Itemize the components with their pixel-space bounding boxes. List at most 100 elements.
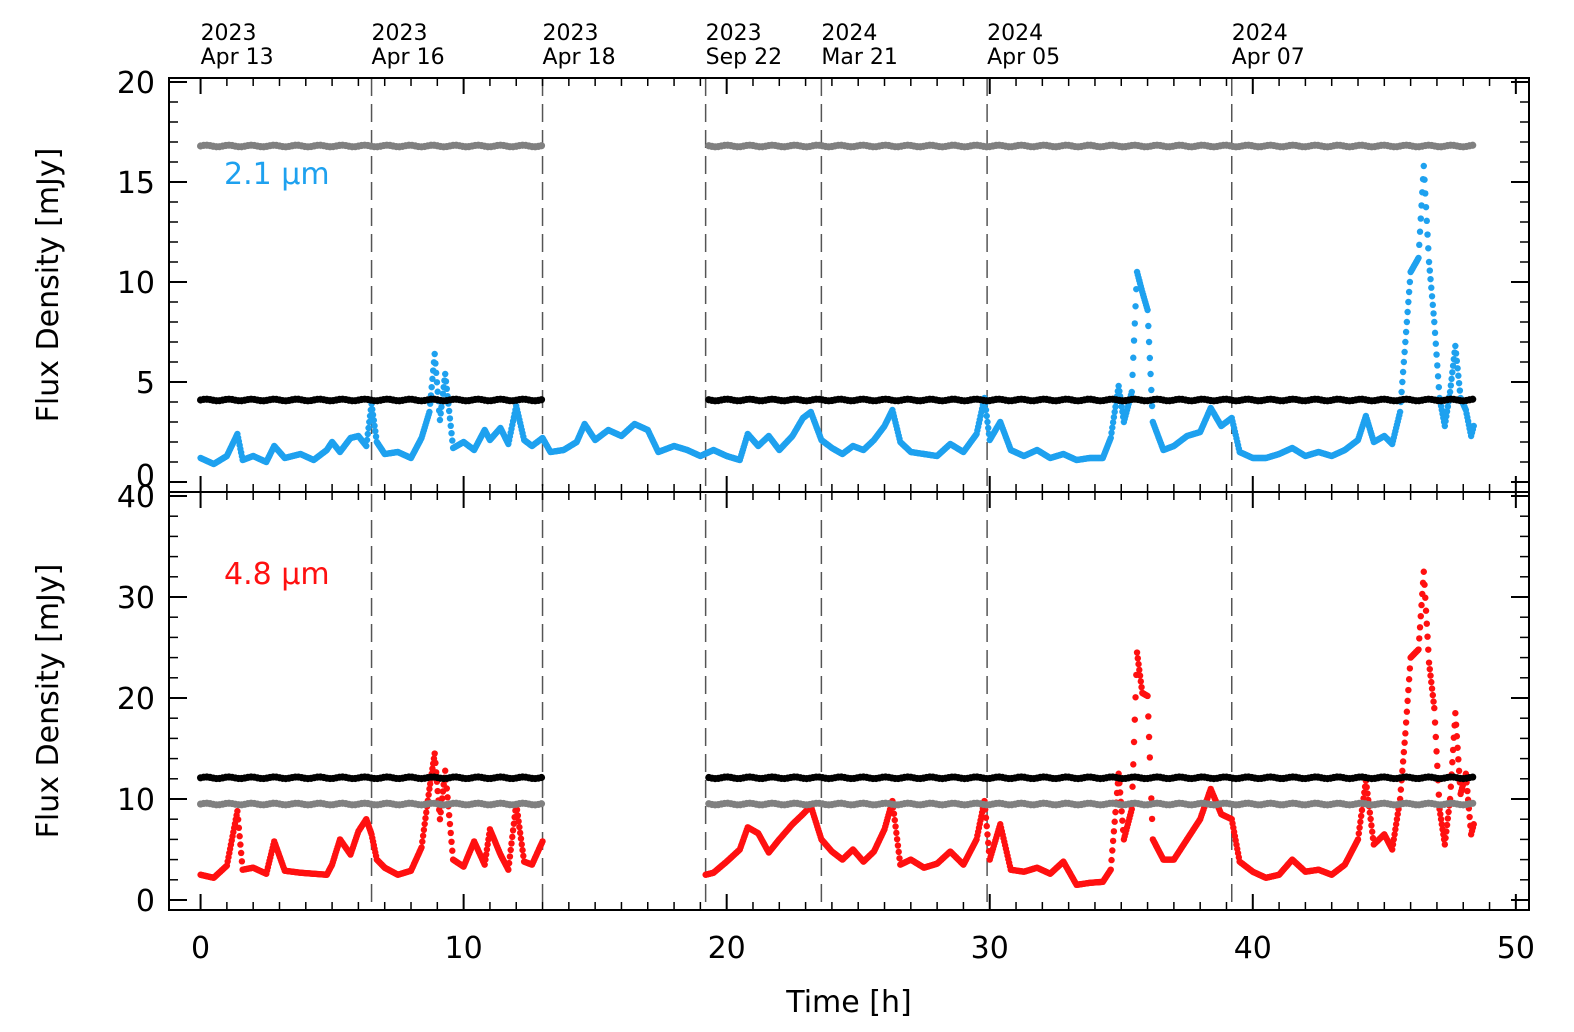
target-point — [1470, 821, 1477, 828]
target-point — [436, 816, 444, 823]
y-axis-title: Flux Density [mJy] — [31, 148, 66, 423]
target-point — [518, 841, 525, 848]
comparison-point — [1469, 395, 1477, 403]
target-point — [418, 844, 425, 851]
target-point — [237, 849, 245, 857]
epoch-separator-layer — [370, 78, 1233, 910]
target-point — [1404, 697, 1411, 705]
target-point — [1454, 365, 1461, 372]
target-point — [893, 835, 901, 843]
target-point — [1402, 730, 1409, 737]
target-point — [892, 823, 899, 830]
target-point — [1368, 822, 1375, 829]
target-point — [370, 417, 378, 424]
target-point — [1107, 866, 1114, 873]
target-point — [433, 379, 441, 386]
x-tick-label: 40 — [1234, 931, 1272, 966]
y-tick-label: 0 — [136, 884, 155, 919]
y-tick-label: 30 — [117, 581, 155, 616]
target-point — [1443, 821, 1451, 829]
target-point — [1148, 815, 1156, 823]
target-point — [1399, 767, 1406, 775]
target-point — [445, 811, 453, 819]
target-point — [1146, 754, 1154, 761]
target-point — [1424, 633, 1431, 640]
target-point — [1425, 258, 1433, 266]
target-point — [984, 418, 991, 426]
target-point — [419, 832, 427, 839]
comparison-point — [1469, 773, 1477, 781]
target-point — [1432, 733, 1440, 741]
target-point — [519, 846, 526, 854]
target-point — [1146, 354, 1154, 362]
target-point — [423, 809, 430, 816]
target-point — [1358, 806, 1366, 814]
target-point — [1449, 369, 1456, 376]
target-point — [1366, 809, 1374, 816]
target-point — [983, 822, 990, 830]
axes-frame-layer — [168, 77, 1530, 911]
target-point — [1136, 672, 1144, 679]
date-label-date: Apr 07 — [1232, 45, 1305, 70]
target-point — [1133, 649, 1141, 656]
target-point — [1109, 419, 1117, 426]
target-point — [1429, 691, 1436, 699]
target-point — [1429, 301, 1436, 309]
target-point — [1128, 388, 1135, 396]
target-point — [1363, 783, 1370, 791]
target-point — [1128, 805, 1135, 813]
target-point — [1118, 808, 1125, 815]
target-point — [1401, 348, 1408, 356]
target-point — [235, 824, 243, 832]
date-label-date: Apr 16 — [372, 45, 445, 70]
target-point — [1434, 362, 1441, 369]
target-point — [985, 839, 992, 847]
target-point — [1444, 403, 1452, 410]
target-point — [1445, 808, 1452, 816]
target-point — [445, 407, 453, 415]
target-point — [1431, 329, 1439, 337]
target-point — [1434, 373, 1442, 380]
target-point — [1423, 217, 1430, 225]
target-point — [1428, 284, 1435, 291]
target-point — [1455, 372, 1462, 379]
date-label-year: 2024 — [821, 21, 877, 46]
target-point — [1433, 748, 1440, 755]
date-label-date: Sep 22 — [706, 45, 782, 70]
target-point — [1402, 328, 1410, 336]
target-point — [369, 406, 376, 413]
target-point — [1129, 783, 1136, 790]
target-point — [421, 820, 428, 828]
target-point — [1389, 846, 1396, 853]
target-point — [238, 858, 246, 865]
target-point — [1428, 678, 1435, 686]
x-tick-label: 50 — [1497, 931, 1535, 966]
target-point — [1138, 683, 1145, 691]
target-point — [1420, 568, 1427, 575]
target-point — [1422, 203, 1430, 211]
target-point — [1147, 370, 1154, 378]
target-point — [1357, 812, 1365, 820]
target-point — [983, 412, 990, 420]
target-point — [1417, 215, 1424, 222]
target-point — [894, 842, 902, 849]
target-point — [890, 810, 898, 817]
target-point — [434, 388, 441, 395]
target-point — [508, 840, 515, 847]
target-point — [369, 411, 377, 419]
target-point — [1426, 665, 1433, 673]
target-point — [891, 816, 898, 824]
reference-point — [1469, 141, 1477, 149]
target-point — [1452, 721, 1460, 728]
date-label-year: 2023 — [201, 21, 257, 46]
target-point — [1136, 666, 1143, 674]
target-point — [448, 430, 455, 437]
target-point — [481, 861, 488, 868]
target-point — [443, 385, 450, 392]
target-point — [1422, 594, 1429, 601]
band-label: 4.8 μm — [224, 557, 330, 592]
target-point — [1405, 676, 1413, 683]
target-point — [1416, 635, 1423, 642]
target-point — [1437, 816, 1445, 823]
x-tick-label: 30 — [971, 931, 1009, 966]
